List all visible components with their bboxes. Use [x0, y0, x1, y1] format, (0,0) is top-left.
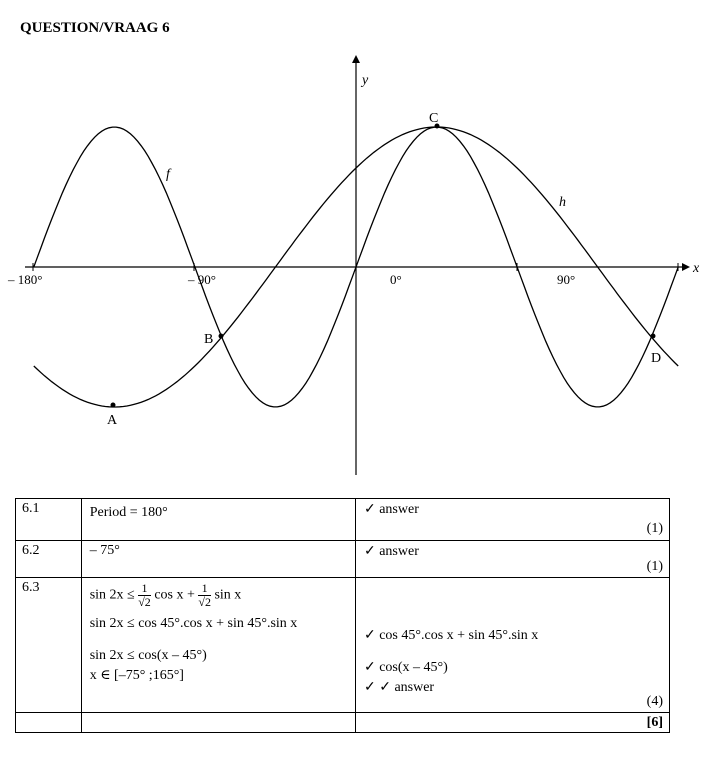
memo-table: 6.1 Period = 180° ✓ answer (1) 6.2 – 75°… — [15, 498, 671, 733]
table-row: [6] — [15, 712, 671, 733]
marking-line-3: ✓ ✓ answer — [363, 680, 435, 695]
mark-allocation: (1) — [646, 521, 663, 536]
tick-label-minus-180: – 180° — [7, 272, 42, 287]
answer-line-4: x ∈ [–75° ;165°] — [89, 668, 184, 683]
point-c-dot — [434, 123, 440, 129]
x-axis-label: x — [692, 261, 700, 276]
answer-line-3: sin 2x ≤ cos(x – 45°) — [89, 648, 207, 663]
point-a-dot — [110, 402, 116, 408]
curve-f — [33, 126, 679, 408]
answer-line-2: sin 2x ≤ cos 45°.cos x + sin 45°.sin x — [89, 616, 298, 631]
question-number: 6.2 — [15, 540, 82, 578]
marking-text: ✓ answer — [363, 544, 419, 559]
marking-line-2: ✓ cos(x – 45°) — [363, 660, 448, 675]
mark-allocation: (4) — [646, 694, 663, 709]
curve-h — [33, 126, 679, 408]
y-axis-label: y — [360, 73, 369, 88]
point-b-dot — [218, 333, 224, 339]
question-heading: QUESTION/VRAAG 6 — [20, 20, 170, 36]
fraction-one-over-root-two: 1 √2 — [138, 581, 151, 609]
x-axis-arrow — [682, 263, 690, 271]
table-row: 6.3 sin 2x ≤ 1 √2 cos x + 1 √2 sin x sin 2… — [15, 577, 671, 713]
fraction-one-over-root-two: 1 √2 — [198, 581, 211, 609]
answer-line-1: sin 2x ≤ 1 √2 cos x + 1 √2 sin x — [89, 581, 242, 609]
point-c-label: C — [429, 111, 438, 126]
question-number: 6.3 — [15, 577, 82, 713]
question-number: 6.1 — [15, 498, 82, 541]
tick-label-90: 90° — [557, 272, 575, 287]
point-a-label: A — [107, 413, 118, 428]
marking-line-1: ✓ cos 45°.cos x + sin 45°.sin x — [363, 628, 539, 643]
trig-graph: x y – 180° – 90° 0° 90° f h A B C D — [7, 55, 700, 475]
tick-label-minus-90: – 90° — [187, 272, 216, 287]
point-d-dot — [650, 333, 656, 339]
point-b-label: B — [204, 332, 213, 347]
answer-text: – 75° — [89, 543, 120, 558]
total-marks: [6] — [646, 715, 663, 730]
curve-h-label: h — [559, 195, 566, 210]
tick-label-0: 0° — [390, 272, 402, 287]
answer-text: Period = 180° — [89, 505, 168, 520]
mark-allocation: (1) — [646, 559, 663, 574]
y-axis-arrow — [352, 55, 360, 63]
point-d-label: D — [651, 351, 661, 366]
table-row: 6.1 Period = 180° ✓ answer (1) — [15, 498, 671, 541]
marking-text: ✓ answer — [363, 502, 419, 517]
table-row: 6.2 – 75° ✓ answer (1) — [15, 540, 671, 578]
curve-f-label: f — [166, 167, 172, 182]
